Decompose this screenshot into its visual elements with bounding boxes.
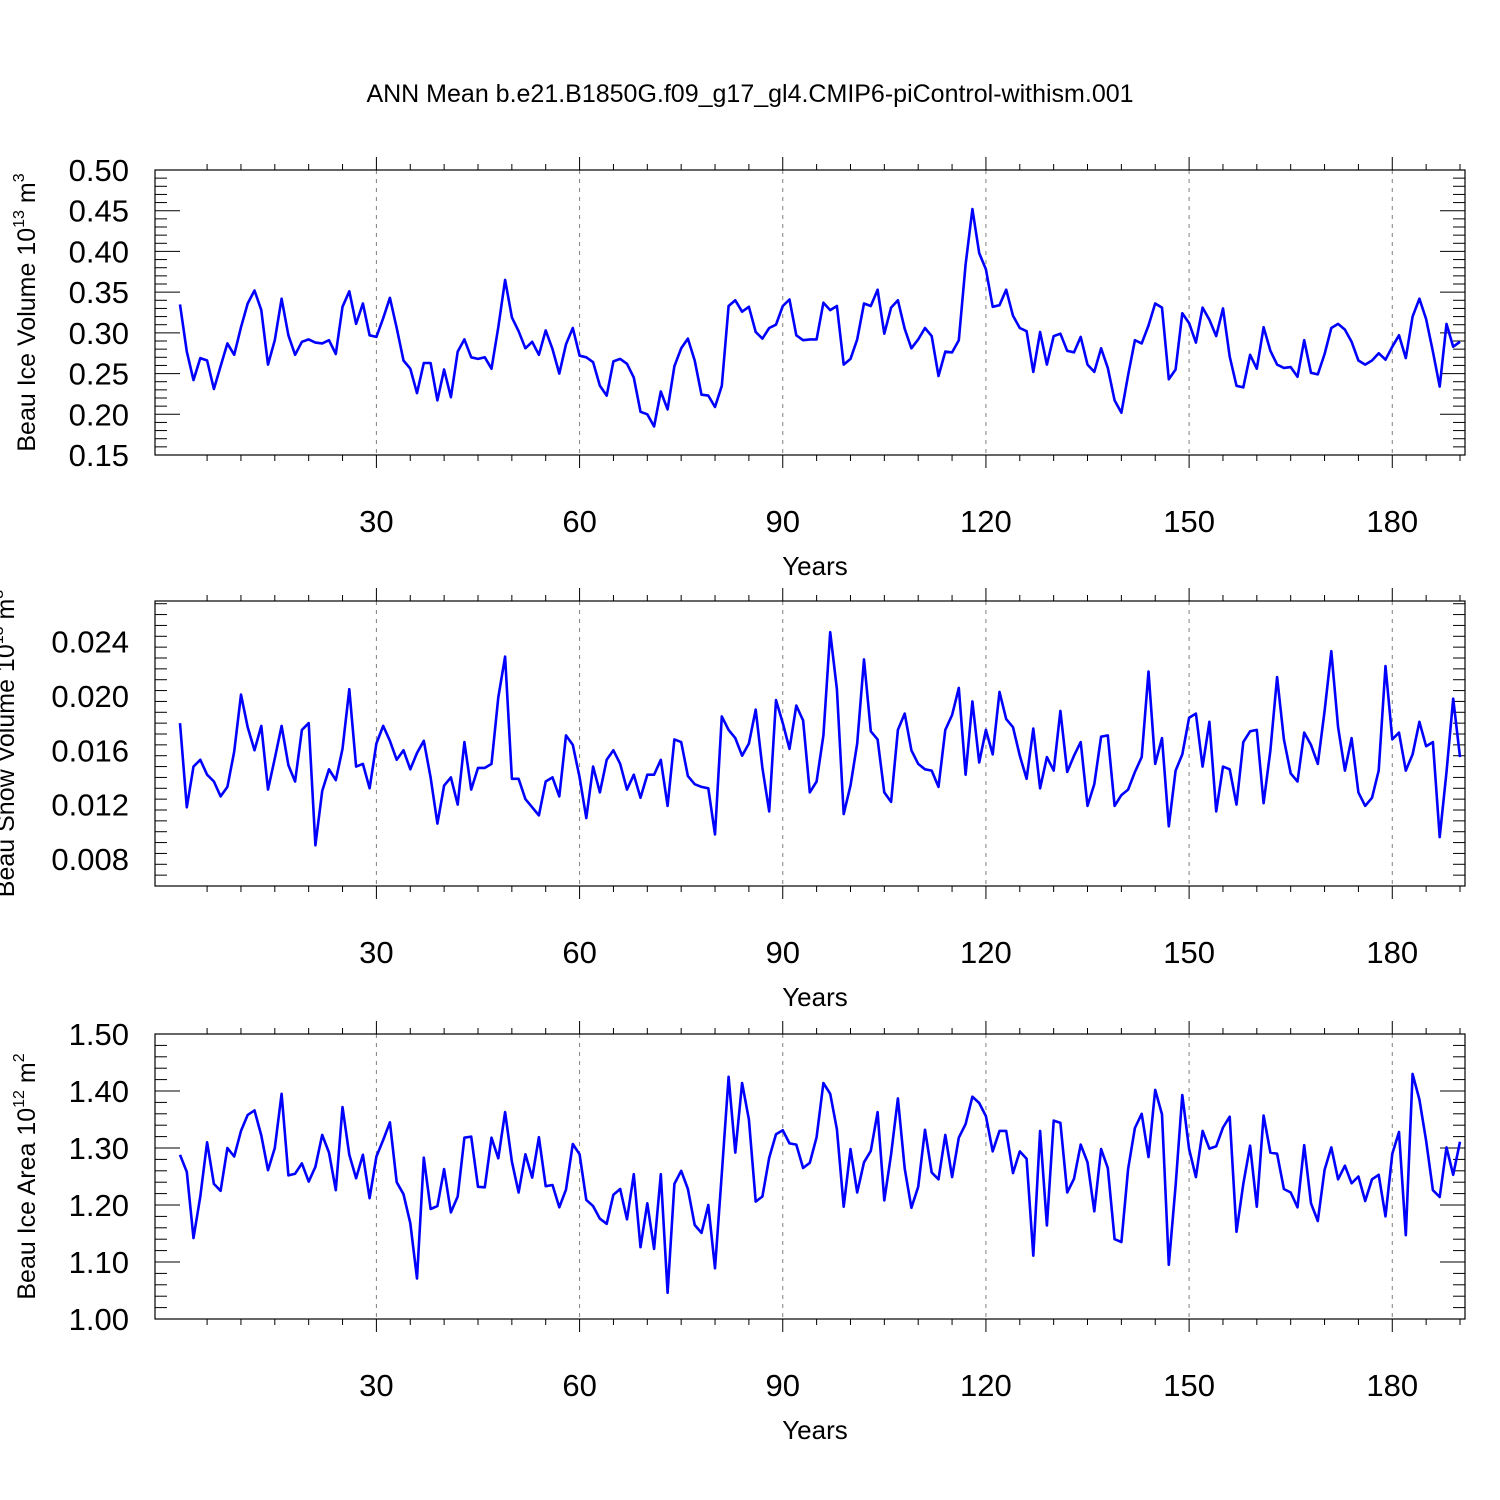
x-tick-label: 120 [960,935,1012,970]
y-axis-label-exponent: 13 [0,626,7,644]
y-tick-label: 0.50 [69,153,129,188]
x-tick-label: 90 [766,504,800,539]
y-axis-label-unit: m [13,182,41,210]
plot-frame [154,600,1466,887]
x-tick-label: 180 [1366,935,1418,970]
x-tick-label: 30 [359,935,393,970]
x-axis-label: Years [782,982,848,1012]
series-line [178,207,1461,428]
y-axis-label-exponent: 12 [11,1090,28,1108]
x-tick-label: 60 [562,1368,596,1403]
y-axis-label-unit-exponent: 2 [11,1053,28,1062]
chart-panel-3: 30 60 90 120 150 180 1.00 1.10 1.20 1.30 1.40 1.50 Y… [11,1017,1466,1445]
y-tick-label: 0.016 [51,733,129,768]
y-tick-label: 1.40 [69,1074,129,1109]
y-axis-label-text: Beau Ice Volume 10 [13,228,41,452]
y-tick-label: 0.35 [69,275,129,310]
plot-frame [154,1033,1466,1320]
y-tick-label: 0.45 [69,194,129,229]
y-tick-label: 1.30 [69,1131,129,1166]
y-tick-label: 1.10 [69,1245,129,1280]
y-axis-label-unit-exponent: 3 [0,590,7,599]
x-tick-label: 60 [562,504,596,539]
y-tick-label: 0.25 [69,357,129,392]
x-tick-label: 120 [960,504,1012,539]
x-tick-label: 180 [1366,1368,1418,1403]
chart-panel-2: 30 60 90 120 150 180 0.008 0.012 0.016 0.020 0.024… [0,588,1466,1012]
x-tick-label: 150 [1163,935,1215,970]
y-tick-label: 0.020 [51,679,129,714]
x-axis-label: Years [782,551,848,581]
y-tick-label: 0.30 [69,316,129,351]
x-tick-label: 30 [359,1368,393,1403]
chart-title: ANN Mean b.e21.B1850G.f09_g17_gl4.CMIP6-… [366,80,1134,108]
y-tick-label: 0.40 [69,234,129,269]
x-tick-label: 150 [1163,1368,1215,1403]
y-tick-label: 0.20 [69,397,129,432]
chart-panel-1: 30 60 90 120 150 180 0.15 0.20 0.25 0.30 0.35 0.40 0… [11,153,1466,581]
y-axis-label-exponent: 13 [11,210,28,228]
y-tick-label: 0.008 [51,842,129,877]
plot-frame [154,169,1466,456]
x-tick-label: 180 [1366,504,1418,539]
series-line [178,1072,1462,1295]
y-tick-label: 1.00 [69,1302,129,1337]
y-axis-label-text: Beau Snow Volume 10 [0,644,20,897]
y-tick-label: 1.20 [69,1188,129,1223]
x-tick-label: 60 [562,935,596,970]
x-axis-label: Years [782,1415,848,1445]
y-tick-label: 1.50 [69,1017,129,1052]
y-axis-label-unit-exponent: 3 [11,173,28,182]
x-tick-label: 30 [359,504,393,539]
y-axis-label-text: Beau Ice Area 10 [13,1108,41,1300]
y-axis-label-unit: m [0,599,20,627]
y-axis-label: Beau Snow Volume 1013 m3 [0,590,20,898]
y-axis-label: Beau Ice Area 1012 m2 [11,1053,41,1299]
y-tick-label: 0.024 [51,625,129,660]
x-tick-label: 120 [960,1368,1012,1403]
x-tick-label: 90 [766,935,800,970]
y-axis-label: Beau Ice Volume 1013 m3 [11,173,41,451]
y-tick-label: 0.012 [51,788,129,823]
x-tick-label: 90 [766,1368,800,1403]
series-line [178,630,1462,847]
x-tick-label: 150 [1163,504,1215,539]
y-tick-label: 0.15 [69,438,129,473]
y-axis-label-unit: m [13,1062,41,1090]
